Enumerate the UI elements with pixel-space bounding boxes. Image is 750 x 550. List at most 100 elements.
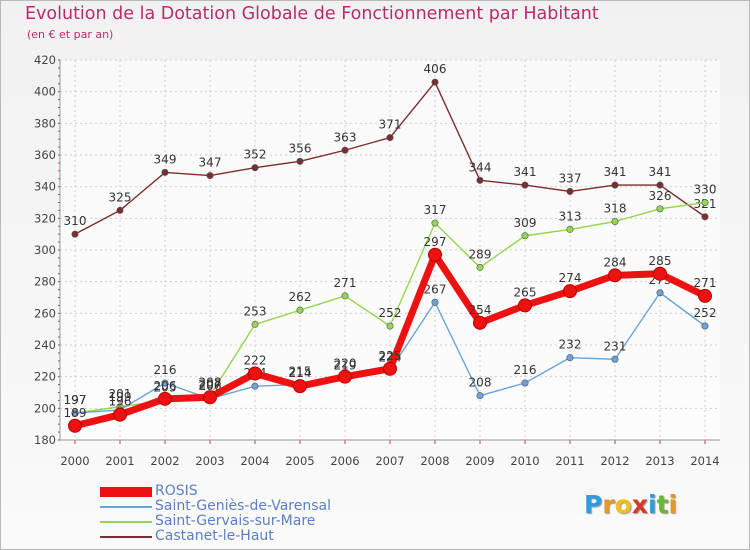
data-label-saint-genies-de-varensal: 216 [514,363,537,377]
data-point-castanet-le-haut [521,181,529,189]
data-label-rosis: 254 [469,303,492,317]
data-point-rosis [428,247,442,262]
data-point-castanet-le-haut [296,157,304,165]
x-tick-label: 2013 [645,454,674,468]
data-point-rosis [653,266,667,281]
data-point-castanet-le-haut [251,164,259,172]
data-label-saint-genies-de-varensal: 219 [334,358,357,372]
data-point-saint-genies-de-varensal [656,289,664,297]
data-point-rosis [203,390,217,405]
y-tick-label: 400 [34,85,56,99]
data-label-rosis: 265 [514,285,537,299]
data-point-rosis [473,315,487,330]
data-label-castanet-le-haut: 344 [469,160,492,174]
data-label-rosis: 207 [199,377,222,391]
data-label-saint-genies-de-varensal: 197 [64,393,87,407]
data-point-saint-genies-de-varensal [71,409,79,417]
x-tick-label: 2008 [420,454,449,468]
data-label-rosis: 189 [64,406,87,420]
line-chart: 180 200 220 240 260 280 300 320 340 360 380 400 420 2… [34,53,720,468]
data-label-castanet-le-haut: 310 [64,214,87,228]
data-point-castanet-le-haut [701,213,709,221]
data-label-rosis: 297 [424,235,447,249]
data-point-castanet-le-haut [341,146,349,154]
data-point-rosis [338,369,352,384]
y-tick-label: 220 [34,370,56,384]
data-point-rosis [563,284,577,299]
data-point-saint-gervais-sur-mare [701,199,709,207]
data-point-rosis [113,407,127,422]
data-label-saint-genies-de-varensal: 267 [424,282,447,296]
data-label-rosis: 285 [649,254,672,268]
logo-letter: i [668,490,678,519]
legend-swatch [100,506,152,508]
data-point-saint-gervais-sur-mare [656,205,664,213]
legend-label: Saint-Gervais-sur-Mare [155,513,316,529]
data-label-saint-gervais-sur-mare: 253 [244,304,267,318]
data-point-castanet-le-haut [116,206,124,214]
y-tick-label: 320 [34,211,56,225]
data-label-castanet-le-haut: 325 [109,190,132,204]
x-tick-label: 2006 [330,454,359,468]
data-point-saint-genies-de-varensal [476,392,484,400]
data-point-rosis [608,268,622,283]
data-point-castanet-le-haut [431,78,439,86]
data-label-saint-gervais-sur-mare: 309 [514,216,537,230]
data-label-castanet-le-haut: 371 [379,118,402,132]
data-point-saint-gervais-sur-mare [476,263,484,271]
data-label-saint-genies-de-varensal: 206 [199,379,222,393]
data-label-castanet-le-haut: 349 [154,152,177,166]
data-label-saint-gervais-sur-mare: 330 [694,183,717,197]
logo-letter: t [656,490,669,519]
data-label-saint-genies-de-varensal: 216 [154,363,177,377]
data-label-saint-genies-de-varensal: 208 [469,376,492,390]
legend-swatch [100,521,152,523]
y-tick-label: 420 [34,53,56,67]
data-label-saint-gervais-sur-mare: 201 [109,387,132,401]
y-tick-label: 200 [34,401,56,415]
data-label-castanet-le-haut: 406 [424,62,447,76]
data-label-saint-genies-de-varensal: 252 [694,306,717,320]
logo-letter: i [648,490,657,519]
data-point-castanet-le-haut [566,187,574,195]
data-label-saint-gervais-sur-mare: 271 [334,276,357,290]
x-tick-label: 2009 [465,454,494,468]
data-label-castanet-le-haut: 347 [199,156,222,170]
data-point-saint-genies-de-varensal [431,298,439,306]
y-tick-label: 260 [34,306,56,320]
data-point-rosis [293,379,307,394]
logo-letter: o [614,490,632,519]
chart-subtitle: (en € et par an) [27,28,114,41]
y-tick-label: 180 [34,433,56,447]
data-label-rosis: 284 [604,255,627,269]
chart-title: Evolution de la Dotation Globale de Fonc… [25,4,599,24]
data-label-saint-gervais-sur-mare: 262 [289,290,312,304]
data-point-castanet-le-haut [71,230,79,238]
data-label-castanet-le-haut: 363 [334,130,357,144]
legend-label: Saint-Geniès-de-Varensal [155,498,331,514]
data-point-saint-gervais-sur-mare [611,218,619,226]
data-point-saint-genies-de-varensal [566,354,574,362]
data-point-castanet-le-haut [206,172,214,180]
data-label-saint-genies-de-varensal: 199 [109,390,132,404]
y-tick-label: 300 [34,243,56,257]
data-label-castanet-le-haut: 341 [604,165,627,179]
data-point-saint-gervais-sur-mare [431,219,439,227]
logo-letter: x [631,490,648,519]
data-label-rosis: 271 [694,276,717,290]
data-label-saint-gervais-sur-mare: 317 [424,203,447,217]
data-point-rosis [68,418,82,433]
y-tick-label: 340 [34,180,56,194]
x-tick-label: 2010 [510,454,539,468]
data-point-saint-gervais-sur-mare [566,225,574,233]
data-label-rosis: 225 [379,349,402,363]
legend-swatch [100,487,152,497]
data-point-castanet-le-haut [611,181,619,189]
data-label-castanet-le-haut: 341 [514,165,537,179]
x-tick-label: 2014 [690,454,719,468]
data-point-saint-gervais-sur-mare [521,232,529,240]
data-label-rosis: 222 [244,354,267,368]
data-label-rosis: 220 [334,357,357,371]
x-tick-label: 2007 [375,454,404,468]
data-label-saint-genies-de-varensal: 231 [604,339,627,353]
